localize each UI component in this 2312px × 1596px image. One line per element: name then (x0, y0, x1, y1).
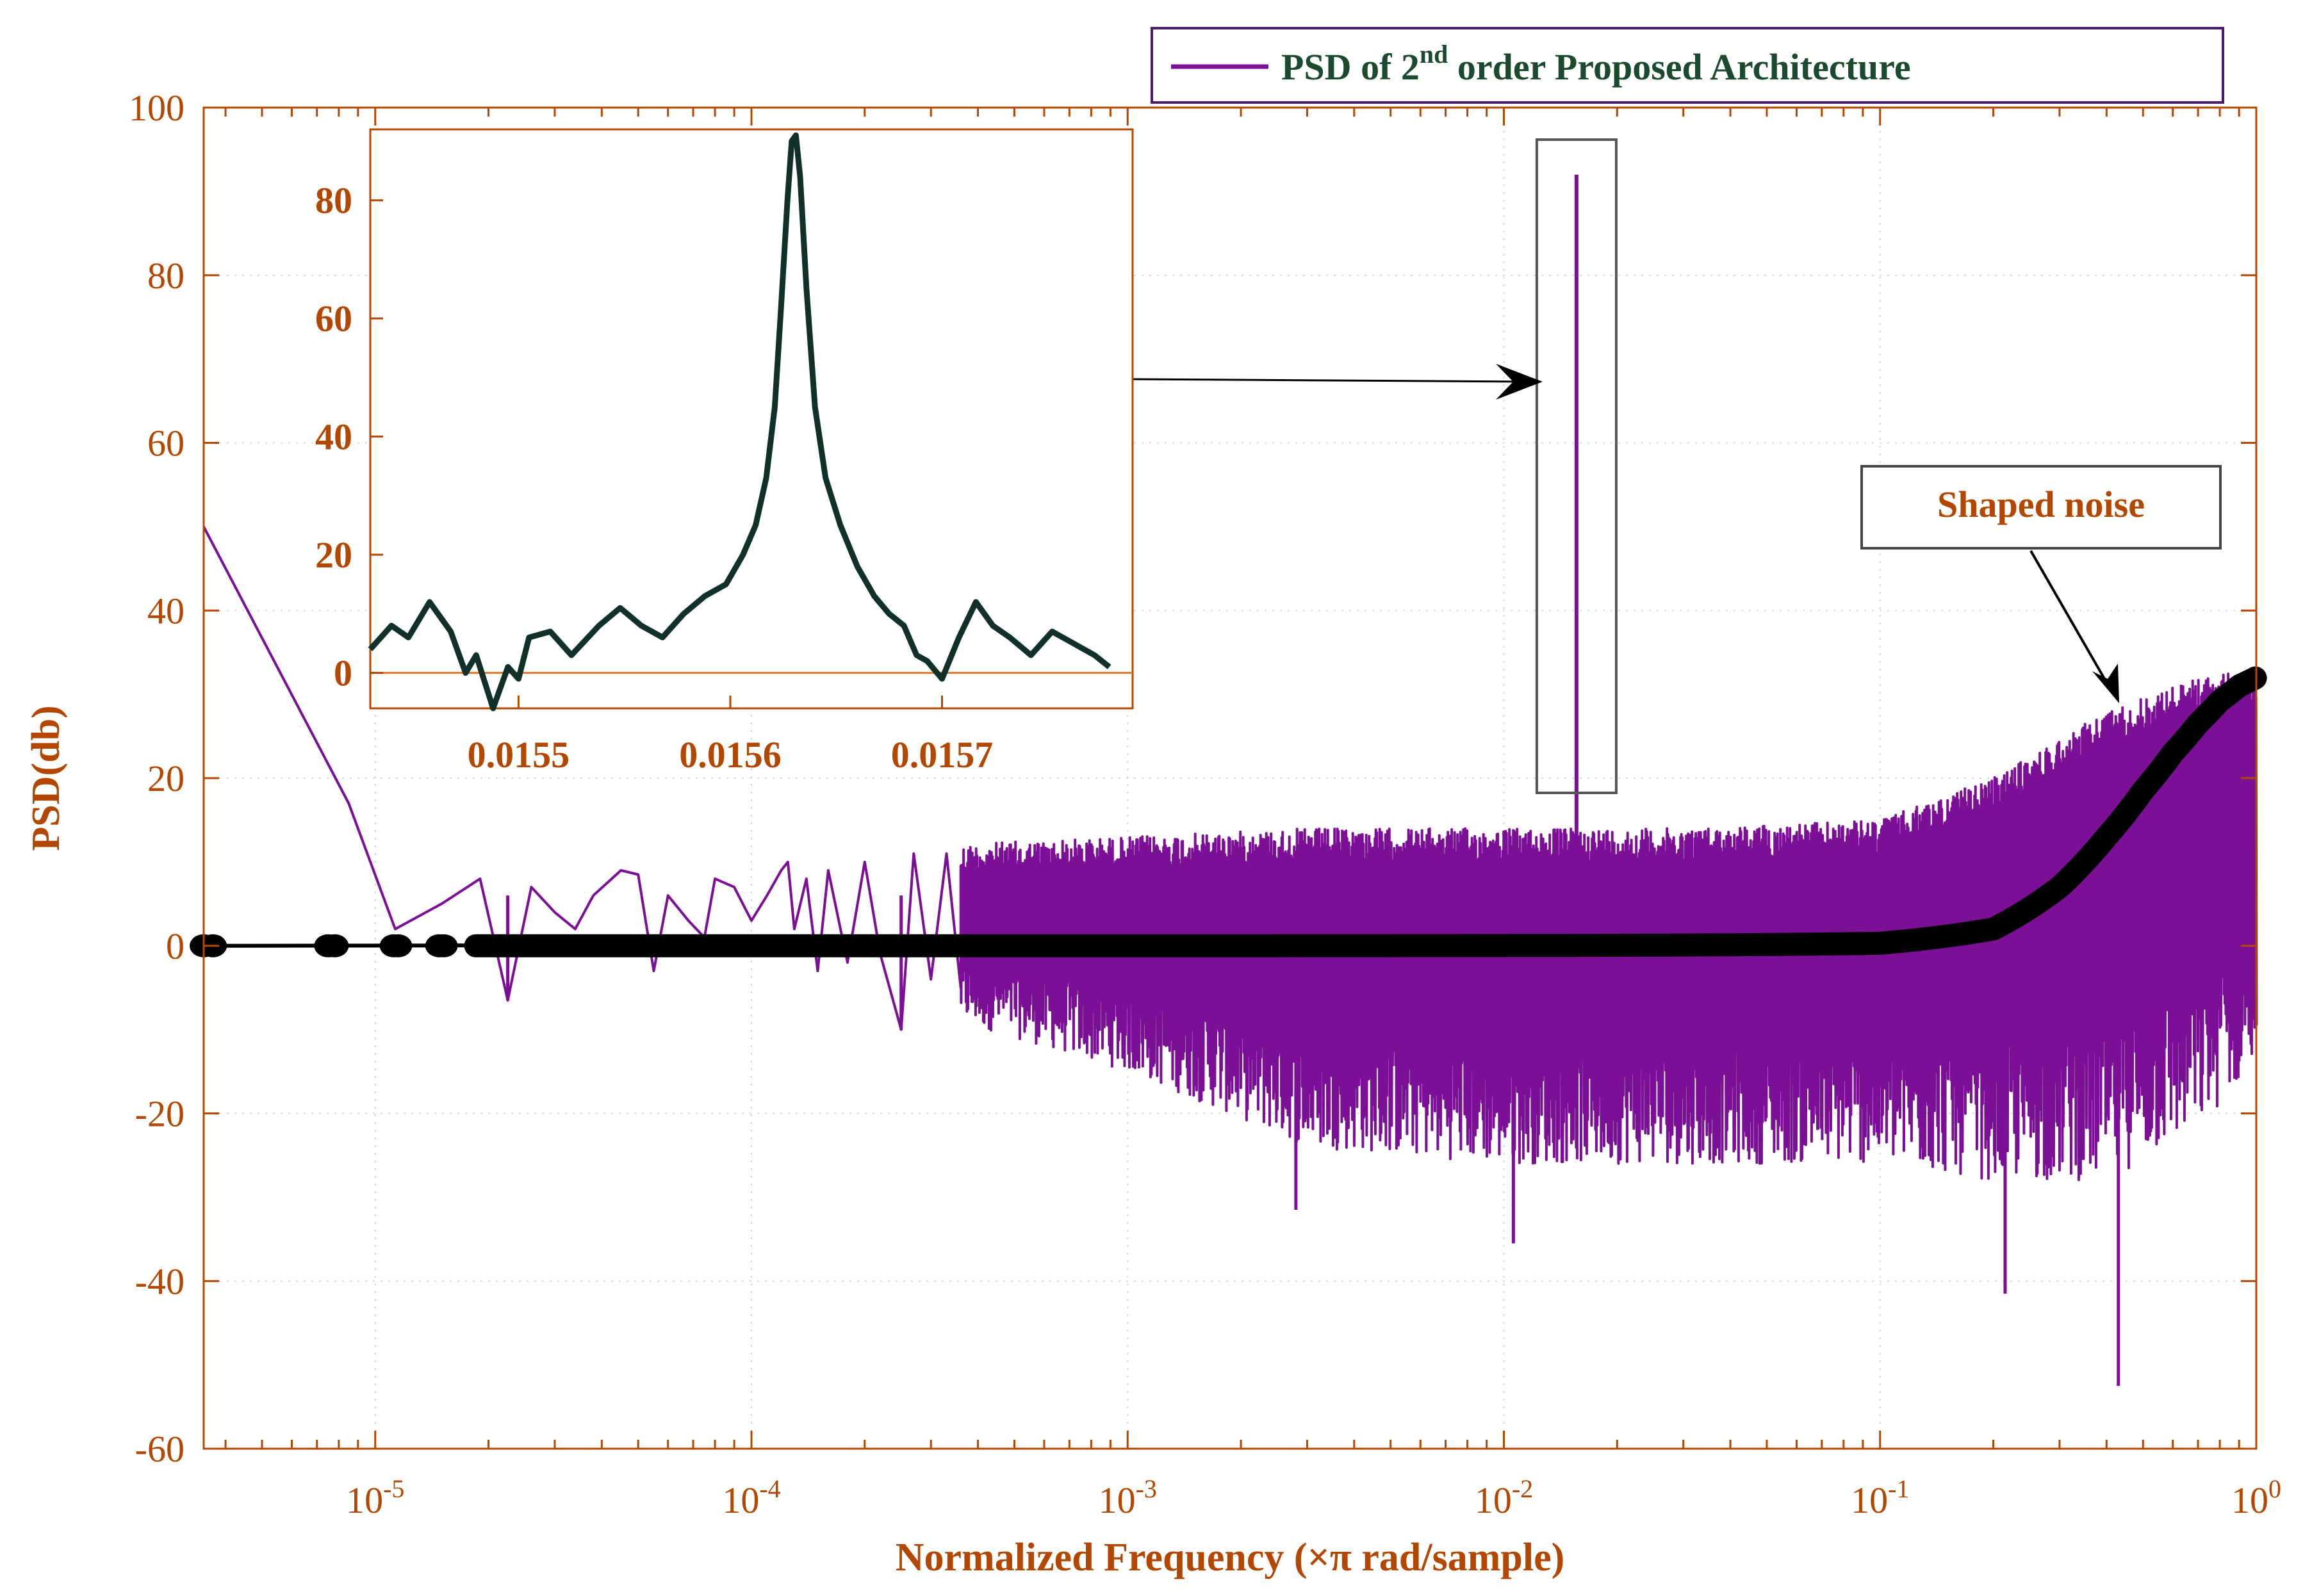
inset-arrow-head (1496, 364, 1543, 400)
inset-y-tick-label: 80 (315, 180, 352, 222)
psd-series-line (202, 526, 2258, 1182)
y-tick-label: 40 (147, 590, 184, 631)
y-tick-label: -40 (135, 1260, 184, 1302)
inset-psd-line (368, 132, 1111, 712)
x-tick-label: 10-5 (346, 1474, 404, 1521)
inset-x-tick-label: 0.0155 (468, 734, 570, 776)
x-axis-title: Normalized Frequency (×π rad/sample) (896, 1536, 1565, 1579)
axes: -60 -40 -20 0 20 40 60 80 100 10-5 10-4 10-3 10-2 10-… (129, 87, 2281, 1521)
x-tick-label: 10-3 (1099, 1474, 1157, 1521)
y-tick-label: -60 (135, 1428, 184, 1470)
y-tick-label: 60 (147, 423, 184, 464)
y-tick-label: 100 (129, 87, 184, 129)
y-tick-label: -20 (135, 1093, 184, 1135)
y-tick-label: 80 (147, 255, 184, 297)
inset-x-tick-label: 0.0156 (679, 734, 782, 776)
y-tick-label: 0 (166, 925, 184, 967)
series-layer (190, 174, 2267, 1386)
shaped-noise-label: Shaped noise (1937, 484, 2145, 525)
shaped-noise-box (1860, 465, 2222, 550)
inset-y-tick-label: 40 (315, 416, 352, 458)
shaped-noise-arrow-line (2029, 550, 2110, 687)
ntf-marker-band (464, 666, 2267, 957)
inset-y-tick-label: 0 (334, 653, 352, 694)
legend-box (1151, 27, 2224, 104)
inset-frame (369, 128, 1134, 710)
inset-y-tick-label: 60 (315, 298, 352, 339)
inset-arrow-line (1128, 378, 1530, 383)
legend: PSD of 2nd order Proposed Architecture (1151, 27, 2224, 104)
x-tick-label: 10-2 (1475, 1474, 1533, 1521)
inset-x-tick-label: 0.0157 (891, 734, 994, 776)
shaped-noise-arrow-head (2092, 664, 2119, 703)
ntf-marker (429, 934, 458, 957)
inset-plot: 0 20 40 60 80 0.0155 0.0156 0.0157 (315, 128, 1134, 776)
x-tick-label: 10-1 (1851, 1474, 1909, 1521)
x-tick-label: 10-4 (722, 1474, 780, 1521)
inset-y-tick-label: 20 (315, 534, 352, 576)
annotations: Shaped noise (1128, 138, 2222, 794)
x-tick-label: 100 (2231, 1474, 2281, 1521)
legend-label: PSD of 2nd order Proposed Architecture (1281, 40, 1911, 88)
signal-highlight-box (1535, 138, 1618, 794)
y-axis-title: PSD(db) (24, 705, 68, 851)
ntf-marker (320, 934, 349, 957)
y-tick-label: 20 (147, 758, 184, 799)
ntf-marker (384, 934, 413, 957)
